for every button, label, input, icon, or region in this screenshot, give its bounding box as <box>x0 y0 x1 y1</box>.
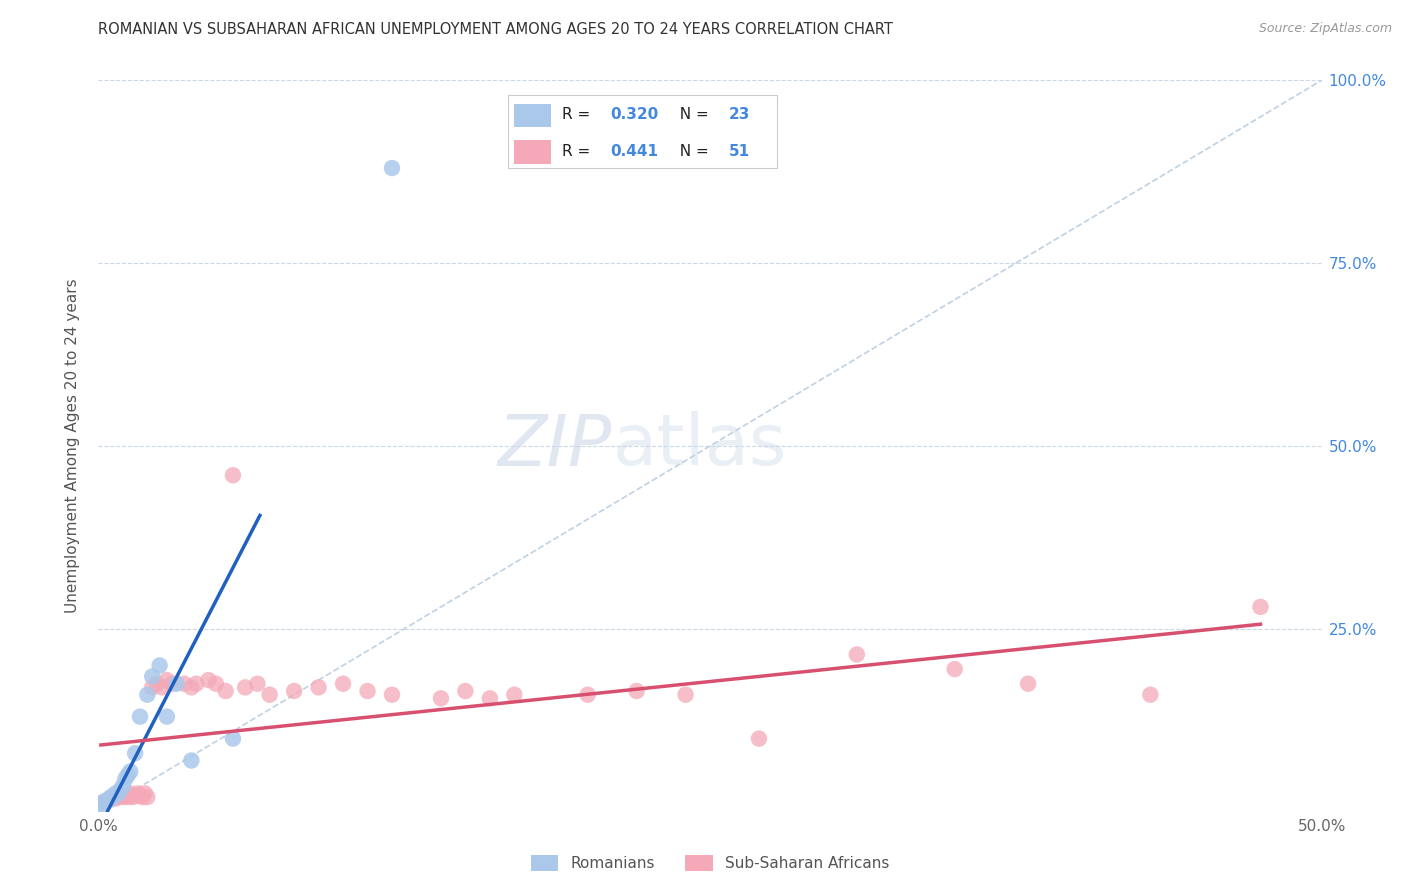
Point <box>381 161 404 175</box>
Point <box>205 676 228 690</box>
Point <box>141 669 163 683</box>
Point <box>101 790 124 805</box>
Text: ZIP: ZIP <box>498 411 612 481</box>
Point <box>117 790 139 805</box>
Point <box>156 673 179 687</box>
Point <box>90 796 112 810</box>
Point <box>91 796 114 810</box>
Point <box>136 790 159 805</box>
Point <box>845 648 868 662</box>
Point <box>1017 676 1039 690</box>
Point <box>101 790 124 805</box>
Point <box>173 676 195 690</box>
Legend: Romanians, Sub-Saharan Africans: Romanians, Sub-Saharan Africans <box>524 849 896 877</box>
Point <box>186 676 208 690</box>
Point <box>129 789 152 803</box>
Point <box>943 662 966 676</box>
Point <box>134 787 156 801</box>
Point <box>180 754 202 768</box>
Point <box>110 789 132 803</box>
Point <box>146 676 169 690</box>
Point <box>1139 688 1161 702</box>
Point <box>246 676 269 690</box>
Point <box>131 790 153 805</box>
Y-axis label: Unemployment Among Ages 20 to 24 years: Unemployment Among Ages 20 to 24 years <box>65 278 80 614</box>
Point <box>478 691 501 706</box>
Point <box>748 731 770 746</box>
Point <box>454 684 477 698</box>
Point <box>180 681 202 695</box>
Point <box>104 791 127 805</box>
Point <box>127 787 149 801</box>
Point <box>100 791 122 805</box>
Point <box>117 768 139 782</box>
Point <box>381 688 404 702</box>
Point <box>124 746 146 760</box>
Point <box>121 790 143 805</box>
Point <box>233 681 256 695</box>
Point <box>576 688 599 702</box>
Point <box>114 789 136 803</box>
Point <box>222 468 245 483</box>
Point <box>332 676 354 690</box>
Point <box>1249 599 1271 614</box>
Point <box>111 779 134 793</box>
Point <box>107 790 129 805</box>
Point <box>124 789 146 803</box>
Point <box>503 688 526 702</box>
Point <box>430 691 453 706</box>
Point <box>197 673 219 687</box>
Point <box>356 684 378 698</box>
Point <box>160 676 183 690</box>
Point <box>214 684 236 698</box>
Point <box>149 658 172 673</box>
Point <box>308 681 330 695</box>
Point <box>259 688 281 702</box>
Point <box>156 709 179 723</box>
Point <box>141 681 163 695</box>
Point <box>283 684 305 698</box>
Point <box>114 772 136 786</box>
Point <box>166 676 188 690</box>
Point <box>90 797 112 812</box>
Point <box>129 709 152 723</box>
Point <box>104 787 127 801</box>
Point <box>150 681 173 695</box>
Point <box>110 782 132 797</box>
Point <box>94 794 117 808</box>
Point <box>222 731 245 746</box>
Point <box>136 688 159 702</box>
Text: ROMANIAN VS SUBSAHARAN AFRICAN UNEMPLOYMENT AMONG AGES 20 TO 24 YEARS CORRELATIO: ROMANIAN VS SUBSAHARAN AFRICAN UNEMPLOYM… <box>98 22 893 37</box>
Point <box>111 790 134 805</box>
Point <box>94 794 117 808</box>
Point <box>120 764 142 779</box>
Text: Source: ZipAtlas.com: Source: ZipAtlas.com <box>1258 22 1392 36</box>
Point <box>675 688 697 702</box>
Point <box>107 787 129 801</box>
Point <box>120 787 142 801</box>
Point <box>97 794 120 808</box>
Point <box>626 684 648 698</box>
Text: atlas: atlas <box>612 411 786 481</box>
Point <box>100 790 122 805</box>
